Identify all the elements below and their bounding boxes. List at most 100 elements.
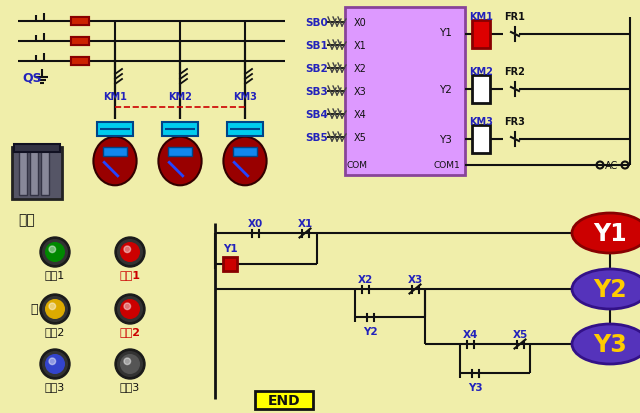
Text: Y1: Y1 bbox=[223, 243, 237, 254]
Text: 🔥: 🔥 bbox=[30, 303, 38, 316]
Text: 启动3: 启动3 bbox=[45, 381, 65, 391]
Circle shape bbox=[124, 358, 131, 365]
FancyBboxPatch shape bbox=[223, 257, 237, 271]
Ellipse shape bbox=[572, 214, 640, 254]
FancyBboxPatch shape bbox=[345, 8, 465, 176]
Text: Y1: Y1 bbox=[593, 221, 627, 245]
Text: SB4: SB4 bbox=[305, 110, 328, 120]
FancyBboxPatch shape bbox=[472, 126, 490, 154]
FancyBboxPatch shape bbox=[30, 151, 38, 195]
FancyBboxPatch shape bbox=[14, 145, 60, 153]
Text: KM2: KM2 bbox=[168, 92, 192, 102]
FancyBboxPatch shape bbox=[71, 38, 89, 46]
Text: X5: X5 bbox=[513, 329, 527, 339]
FancyBboxPatch shape bbox=[12, 147, 62, 199]
FancyBboxPatch shape bbox=[41, 151, 49, 195]
Circle shape bbox=[40, 294, 70, 324]
Circle shape bbox=[118, 240, 142, 265]
FancyBboxPatch shape bbox=[472, 76, 490, 104]
Circle shape bbox=[121, 355, 140, 373]
Text: KM2: KM2 bbox=[469, 67, 493, 77]
Circle shape bbox=[45, 243, 64, 262]
Circle shape bbox=[115, 294, 145, 324]
FancyBboxPatch shape bbox=[71, 58, 89, 66]
Text: SB2: SB2 bbox=[306, 64, 328, 74]
Text: X0: X0 bbox=[354, 18, 366, 28]
Circle shape bbox=[121, 243, 140, 262]
Ellipse shape bbox=[93, 138, 136, 186]
FancyBboxPatch shape bbox=[71, 18, 89, 26]
FancyBboxPatch shape bbox=[71, 38, 89, 46]
Text: Y2: Y2 bbox=[593, 277, 627, 301]
Ellipse shape bbox=[159, 138, 202, 186]
Text: X1: X1 bbox=[298, 218, 312, 228]
Circle shape bbox=[43, 297, 67, 322]
Circle shape bbox=[43, 352, 67, 376]
FancyBboxPatch shape bbox=[103, 147, 127, 157]
Text: FR2: FR2 bbox=[504, 67, 525, 77]
FancyBboxPatch shape bbox=[227, 123, 263, 137]
Text: Y3: Y3 bbox=[468, 382, 483, 392]
FancyBboxPatch shape bbox=[168, 147, 192, 157]
Text: COM: COM bbox=[346, 161, 367, 170]
Text: X3: X3 bbox=[354, 87, 366, 97]
Text: Y3: Y3 bbox=[593, 332, 627, 356]
Text: COM1: COM1 bbox=[434, 161, 460, 170]
FancyBboxPatch shape bbox=[71, 18, 89, 26]
Text: 停止2: 停止2 bbox=[120, 326, 141, 336]
Text: 电源: 电源 bbox=[18, 212, 35, 226]
Text: SB5: SB5 bbox=[306, 133, 328, 142]
Text: X3: X3 bbox=[408, 274, 422, 284]
Text: SB1: SB1 bbox=[306, 41, 328, 51]
Circle shape bbox=[115, 349, 145, 379]
Text: X5: X5 bbox=[353, 133, 367, 142]
Text: X2: X2 bbox=[353, 64, 367, 74]
Circle shape bbox=[43, 240, 67, 265]
Text: Y2: Y2 bbox=[363, 326, 378, 336]
Text: 启动1: 启动1 bbox=[45, 269, 65, 279]
Text: 停止3: 停止3 bbox=[120, 381, 140, 391]
FancyBboxPatch shape bbox=[19, 151, 27, 195]
Text: KM3: KM3 bbox=[469, 117, 493, 127]
Text: X4: X4 bbox=[462, 329, 477, 339]
Text: SB3: SB3 bbox=[306, 87, 328, 97]
Text: END: END bbox=[268, 393, 300, 407]
Circle shape bbox=[115, 237, 145, 267]
Text: KM1: KM1 bbox=[103, 92, 127, 102]
Circle shape bbox=[124, 303, 131, 310]
Text: KM1: KM1 bbox=[469, 12, 493, 22]
Text: X4: X4 bbox=[354, 110, 366, 120]
Circle shape bbox=[49, 247, 56, 253]
Text: FR3: FR3 bbox=[504, 117, 525, 127]
Text: 停止1: 停止1 bbox=[120, 269, 141, 279]
Circle shape bbox=[49, 303, 56, 310]
Circle shape bbox=[118, 297, 142, 322]
FancyBboxPatch shape bbox=[255, 391, 313, 409]
Circle shape bbox=[45, 355, 64, 373]
Text: Y3: Y3 bbox=[438, 135, 451, 145]
Circle shape bbox=[118, 352, 142, 376]
Text: X2: X2 bbox=[357, 274, 372, 284]
FancyBboxPatch shape bbox=[71, 58, 89, 66]
Circle shape bbox=[40, 237, 70, 267]
Text: 启动2: 启动2 bbox=[45, 326, 65, 336]
Text: AC: AC bbox=[605, 161, 619, 171]
Text: SB0: SB0 bbox=[306, 18, 328, 28]
Circle shape bbox=[45, 300, 64, 318]
Text: QS: QS bbox=[22, 71, 42, 84]
Text: KM3: KM3 bbox=[233, 92, 257, 102]
Text: X0: X0 bbox=[248, 218, 262, 228]
Text: Y1: Y1 bbox=[438, 28, 451, 38]
Circle shape bbox=[121, 300, 140, 318]
Text: Y2: Y2 bbox=[438, 85, 451, 95]
Text: FR1: FR1 bbox=[504, 12, 525, 22]
FancyBboxPatch shape bbox=[233, 147, 257, 157]
Ellipse shape bbox=[223, 138, 267, 186]
FancyBboxPatch shape bbox=[162, 123, 198, 137]
Text: X1: X1 bbox=[354, 41, 366, 51]
FancyBboxPatch shape bbox=[472, 21, 490, 49]
Circle shape bbox=[124, 247, 131, 253]
FancyBboxPatch shape bbox=[97, 123, 133, 137]
Circle shape bbox=[40, 349, 70, 379]
Ellipse shape bbox=[572, 324, 640, 364]
